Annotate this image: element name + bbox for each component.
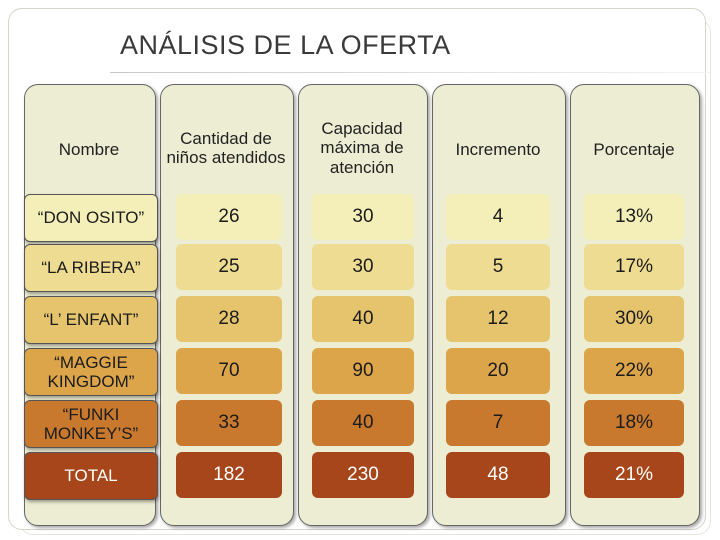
row-name-cell: TOTAL xyxy=(24,452,158,500)
header-capacidad: Capacidad máxima de atención xyxy=(320,119,404,177)
header-cantidad: Cantidad de niños atendidos xyxy=(166,128,286,167)
cell-incremento: 5 xyxy=(446,244,550,290)
cell-cantidad: 70 xyxy=(176,348,282,394)
cell-capacidad: 230 xyxy=(312,452,414,498)
cell-incremento: 48 xyxy=(446,452,550,498)
cell-porcentaje: 13% xyxy=(584,194,684,240)
cell-capacidad: 30 xyxy=(312,194,414,240)
title-divider xyxy=(110,72,710,73)
cell-capacidad: 40 xyxy=(312,400,414,446)
cell-incremento: 7 xyxy=(446,400,550,446)
cell-capacidad: 30 xyxy=(312,244,414,290)
row-name-cell: “DON OSITO” xyxy=(24,194,158,242)
cell-cantidad: 26 xyxy=(176,194,282,240)
row-name-cell: “MAGGIE KINGDOM” xyxy=(24,348,158,396)
cell-capacidad: 40 xyxy=(312,296,414,342)
header-incremento: Incremento xyxy=(455,140,541,160)
row-name-cell: “FUNKI MONKEY’S” xyxy=(24,400,158,448)
cell-incremento: 4 xyxy=(446,194,550,240)
cell-porcentaje: 21% xyxy=(584,452,684,498)
cell-incremento: 12 xyxy=(446,296,550,342)
cell-cantidad: 182 xyxy=(176,452,282,498)
cell-cantidad: 25 xyxy=(176,244,282,290)
header-porcentaje: Porcentaje xyxy=(593,140,675,160)
cell-incremento: 20 xyxy=(446,348,550,394)
page-title: ANÁLISIS DE LA OFERTA xyxy=(120,30,451,60)
cell-porcentaje: 18% xyxy=(584,400,684,446)
cell-capacidad: 90 xyxy=(312,348,414,394)
cell-cantidad: 28 xyxy=(176,296,282,342)
cell-porcentaje: 30% xyxy=(584,296,684,342)
header-nombre: Nombre xyxy=(58,140,120,160)
row-name-cell: “LA RIBERA” xyxy=(24,244,158,292)
cell-porcentaje: 17% xyxy=(584,244,684,290)
cell-cantidad: 33 xyxy=(176,400,282,446)
row-name-cell: “L’ ENFANT” xyxy=(24,296,158,344)
cell-porcentaje: 22% xyxy=(584,348,684,394)
